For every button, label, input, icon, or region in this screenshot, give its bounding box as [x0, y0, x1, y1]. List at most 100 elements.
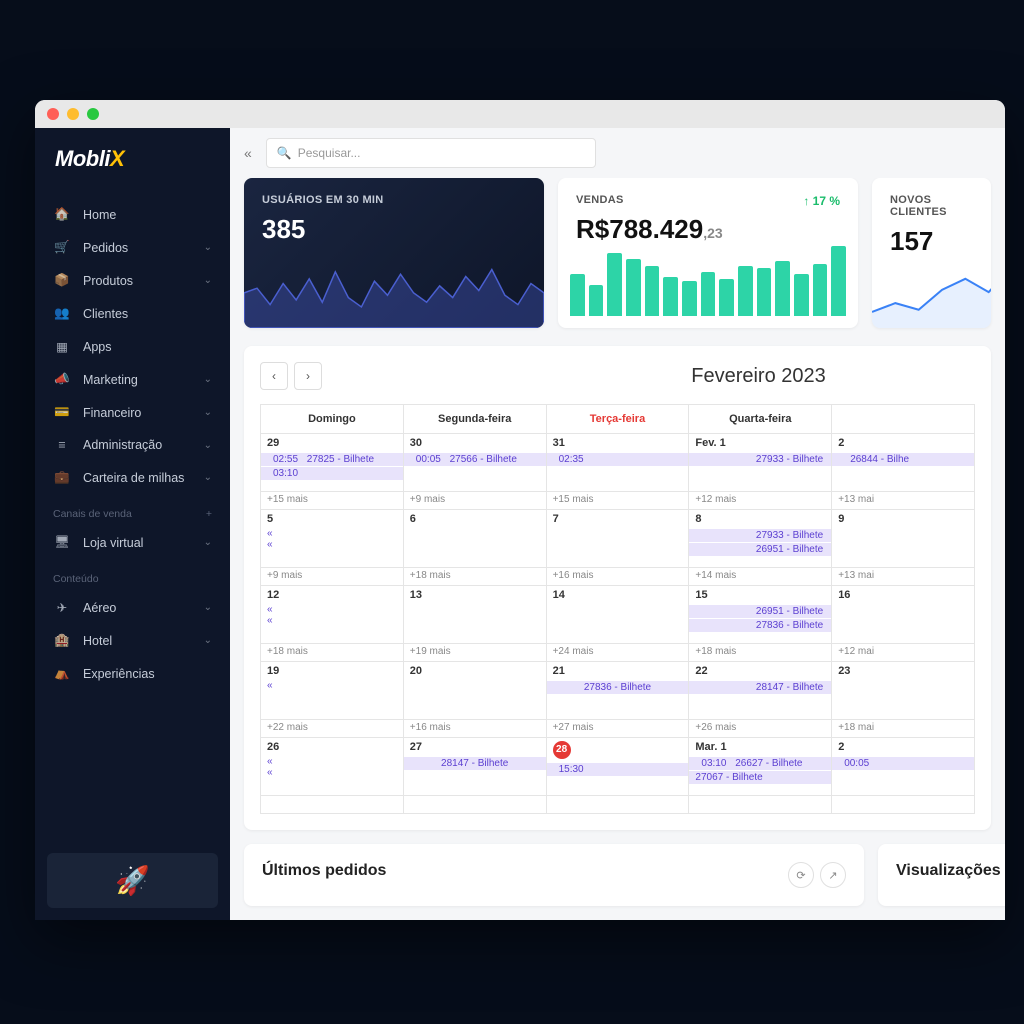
- nav-label: Pedidos: [83, 241, 128, 255]
- cal-more[interactable]: +18 mais: [403, 568, 546, 586]
- sidebar-item-loja-virtual[interactable]: 🖥Loja virtual⌄: [35, 526, 230, 559]
- logo: MobliX: [35, 128, 230, 194]
- sidebar-item-pedidos[interactable]: 🛒Pedidos⌄: [35, 231, 230, 264]
- sparkline: [872, 263, 991, 328]
- cal-day-header: Terça-feira: [546, 405, 689, 434]
- card-title: USUÁRIOS EM 30 MIN: [262, 194, 526, 206]
- app-window: MobliX 🏠Home🛒Pedidos⌄📦Produtos⌄👥Clientes…: [35, 100, 1005, 920]
- add-icon[interactable]: +: [206, 508, 212, 520]
- cal-cell[interactable]: 20: [403, 662, 546, 720]
- sidebar-item-marketing[interactable]: 📣Marketing⌄: [35, 363, 230, 396]
- search-icon: 🔍: [277, 146, 292, 160]
- cal-more[interactable]: +26 mais: [689, 720, 832, 738]
- chevron-down-icon: ⌄: [204, 635, 212, 646]
- nav-section: Conteúdo: [35, 559, 230, 591]
- cal-more[interactable]: +12 mais: [689, 492, 832, 510]
- sidebar-item-home[interactable]: 🏠Home: [35, 198, 230, 231]
- cal-cell[interactable]: 26««: [261, 738, 404, 796]
- cal-cell[interactable]: 3000:05 27566 - Bilhete: [403, 434, 546, 492]
- cal-more[interactable]: +18 mai: [832, 720, 975, 738]
- sidebar-item-administração[interactable]: ≡Administração⌄: [35, 429, 230, 461]
- cal-more[interactable]: +19 mais: [403, 644, 546, 662]
- cal-cell[interactable]: 2 26844 - Bilhe: [832, 434, 975, 492]
- card-value: 157: [890, 226, 973, 257]
- cal-cell[interactable]: 2228147 - Bilhete: [689, 662, 832, 720]
- cal-day-header: Segunda-feira: [403, 405, 546, 434]
- nav: 🏠Home🛒Pedidos⌄📦Produtos⌄👥Clientes▦Apps📣M…: [35, 194, 230, 841]
- nav-icon: 🖥: [53, 535, 71, 550]
- cal-more[interactable]: +27 mais: [546, 720, 689, 738]
- card-sales: VENDAS ↑ 17 % R$788.429,23: [558, 178, 858, 328]
- cal-more[interactable]: [261, 796, 404, 814]
- cal-more[interactable]: [546, 796, 689, 814]
- sidebar-item-carteira-de-milhas[interactable]: 💼Carteira de milhas⌄: [35, 461, 230, 494]
- cal-cell[interactable]: 5««: [261, 510, 404, 568]
- chevron-down-icon: ⌄: [204, 242, 212, 253]
- cal-more[interactable]: +13 mai: [832, 492, 975, 510]
- cal-next-button[interactable]: ›: [294, 362, 322, 390]
- refresh-icon[interactable]: ⟳: [788, 862, 814, 888]
- cal-cell[interactable]: 13: [403, 586, 546, 644]
- cal-more[interactable]: +22 mais: [261, 720, 404, 738]
- expand-icon[interactable]: ↗: [820, 862, 846, 888]
- nav-label: Administração: [83, 438, 162, 452]
- nav-label: Carteira de milhas: [83, 471, 184, 485]
- nav-label: Loja virtual: [83, 536, 143, 550]
- cal-more[interactable]: +12 mai: [832, 644, 975, 662]
- cal-prev-button[interactable]: ‹: [260, 362, 288, 390]
- bar-chart: [570, 246, 846, 316]
- cal-more[interactable]: +15 mais: [546, 492, 689, 510]
- cal-cell[interactable]: 16: [832, 586, 975, 644]
- cal-cell[interactable]: 3102:35: [546, 434, 689, 492]
- cal-cell[interactable]: 14: [546, 586, 689, 644]
- nav-label: Aéreo: [83, 601, 116, 615]
- cal-cell[interactable]: 23: [832, 662, 975, 720]
- cal-cell[interactable]: 2728147 - Bilhete: [403, 738, 546, 796]
- cal-more[interactable]: [403, 796, 546, 814]
- chevron-down-icon: ⌄: [204, 275, 212, 286]
- minimize-icon[interactable]: [67, 108, 79, 120]
- cal-cell[interactable]: 2902:55 27825 - Bilhete03:10: [261, 434, 404, 492]
- sidebar-item-financeiro[interactable]: 💳Financeiro⌄: [35, 396, 230, 429]
- cal-more[interactable]: +24 mais: [546, 644, 689, 662]
- cal-cell[interactable]: Fev. 127933 - Bilhete: [689, 434, 832, 492]
- cal-cell[interactable]: 9: [832, 510, 975, 568]
- cal-more[interactable]: +18 mais: [261, 644, 404, 662]
- cal-more[interactable]: [832, 796, 975, 814]
- cal-cell[interactable]: 6: [403, 510, 546, 568]
- sidebar-item-produtos[interactable]: 📦Produtos⌄: [35, 264, 230, 297]
- cal-cell[interactable]: 2815:30: [546, 738, 689, 796]
- close-icon[interactable]: [47, 108, 59, 120]
- rocket-promo[interactable]: 🚀: [47, 853, 218, 908]
- cal-cell[interactable]: 2127836 - Bilhete: [546, 662, 689, 720]
- cal-more[interactable]: +16 mais: [403, 720, 546, 738]
- sidebar-item-apps[interactable]: ▦Apps: [35, 330, 230, 363]
- search-input[interactable]: 🔍 Pesquisar...: [266, 138, 596, 168]
- cal-more[interactable]: +18 mais: [689, 644, 832, 662]
- cal-more[interactable]: +16 mais: [546, 568, 689, 586]
- sidebar-item-experiências[interactable]: ⛺Experiências: [35, 657, 230, 690]
- sidebar-item-aéreo[interactable]: ✈Aéreo⌄: [35, 591, 230, 624]
- chevron-down-icon: ⌄: [204, 407, 212, 418]
- cal-more[interactable]: [689, 796, 832, 814]
- cal-cell[interactable]: 7: [546, 510, 689, 568]
- sidebar-item-clientes[interactable]: 👥Clientes: [35, 297, 230, 330]
- cal-more[interactable]: +9 mais: [403, 492, 546, 510]
- cal-cell[interactable]: 12««: [261, 586, 404, 644]
- cal-more[interactable]: +14 mais: [689, 568, 832, 586]
- card-value: R$788.429,23: [576, 214, 840, 245]
- nav-label: Marketing: [83, 373, 138, 387]
- cal-cell[interactable]: 200:05: [832, 738, 975, 796]
- card-value: 385: [262, 214, 526, 245]
- cal-cell[interactable]: 1526951 - Bilhete27836 - Bilhete: [689, 586, 832, 644]
- cal-cell[interactable]: 827933 - Bilhete26951 - Bilhete: [689, 510, 832, 568]
- cal-more[interactable]: +9 mais: [261, 568, 404, 586]
- cal-more[interactable]: +13 mai: [832, 568, 975, 586]
- calendar-title: Fevereiro 2023: [322, 365, 975, 388]
- collapse-sidebar-button[interactable]: «: [244, 145, 252, 161]
- cal-cell[interactable]: 19«: [261, 662, 404, 720]
- cal-cell[interactable]: Mar. 103:10 26627 - Bilhete27067 - Bilhe…: [689, 738, 832, 796]
- maximize-icon[interactable]: [87, 108, 99, 120]
- sidebar-item-hotel[interactable]: 🏨Hotel⌄: [35, 624, 230, 657]
- cal-more[interactable]: +15 mais: [261, 492, 404, 510]
